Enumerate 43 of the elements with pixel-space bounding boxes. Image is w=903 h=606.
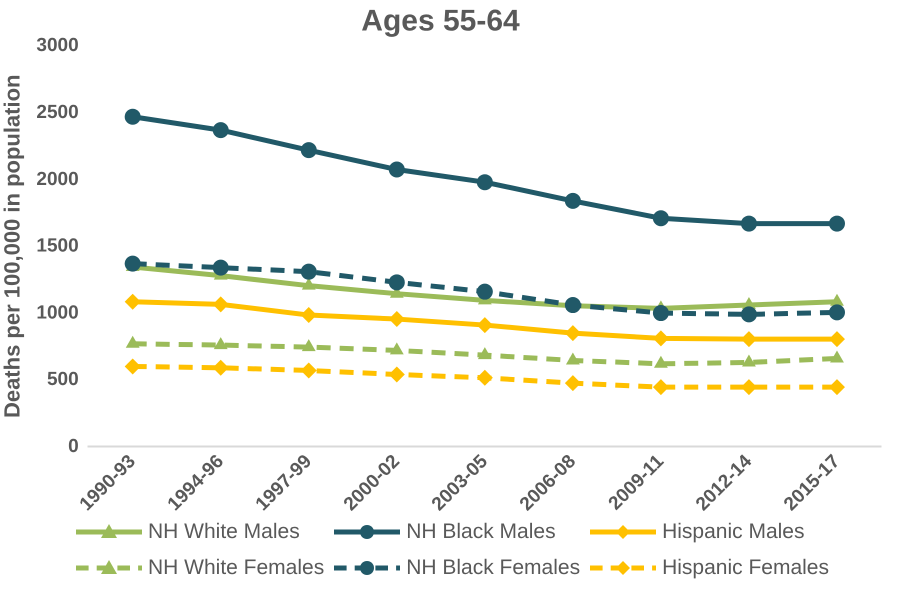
point xyxy=(300,307,317,324)
y-tick-label: 0 xyxy=(68,436,79,457)
point xyxy=(388,162,405,178)
point xyxy=(564,192,581,209)
point xyxy=(740,216,757,232)
legend-label: Hispanic Males xyxy=(662,520,804,544)
point xyxy=(388,311,405,328)
point xyxy=(124,256,141,272)
point xyxy=(300,264,317,280)
point xyxy=(388,366,405,382)
legend-label: NH Black Males xyxy=(406,520,556,544)
point xyxy=(388,274,405,290)
y-tick-label: 2000 xyxy=(36,168,79,190)
point xyxy=(652,210,669,226)
point xyxy=(212,122,229,138)
point xyxy=(740,306,757,322)
y-tick-label: 1000 xyxy=(36,302,79,324)
point xyxy=(212,260,229,276)
legend-label: NH White Females xyxy=(148,556,324,580)
point xyxy=(476,284,493,300)
point xyxy=(652,305,669,322)
point xyxy=(300,142,317,158)
y-tick-label: 3000 xyxy=(36,35,79,56)
point xyxy=(212,296,229,312)
point xyxy=(828,304,845,320)
point xyxy=(476,370,493,386)
y-tick-label: 2500 xyxy=(36,102,79,123)
legend-label: NH White Males xyxy=(148,520,300,544)
point xyxy=(300,362,317,378)
y-axis-title: Deaths per 100,000 in population xyxy=(0,74,24,418)
point xyxy=(124,108,141,125)
point xyxy=(564,297,581,314)
point xyxy=(564,325,581,342)
point xyxy=(652,379,669,396)
point xyxy=(476,174,493,190)
point xyxy=(564,375,581,392)
y-tick-label: 1500 xyxy=(36,236,79,257)
legend-label: NH Black Females xyxy=(406,556,580,580)
legend-label: Hispanic Females xyxy=(662,556,829,580)
point xyxy=(476,317,493,334)
point xyxy=(828,216,845,232)
chart-title: Ages 55-64 xyxy=(361,4,520,38)
y-tick-label: 500 xyxy=(46,369,79,390)
